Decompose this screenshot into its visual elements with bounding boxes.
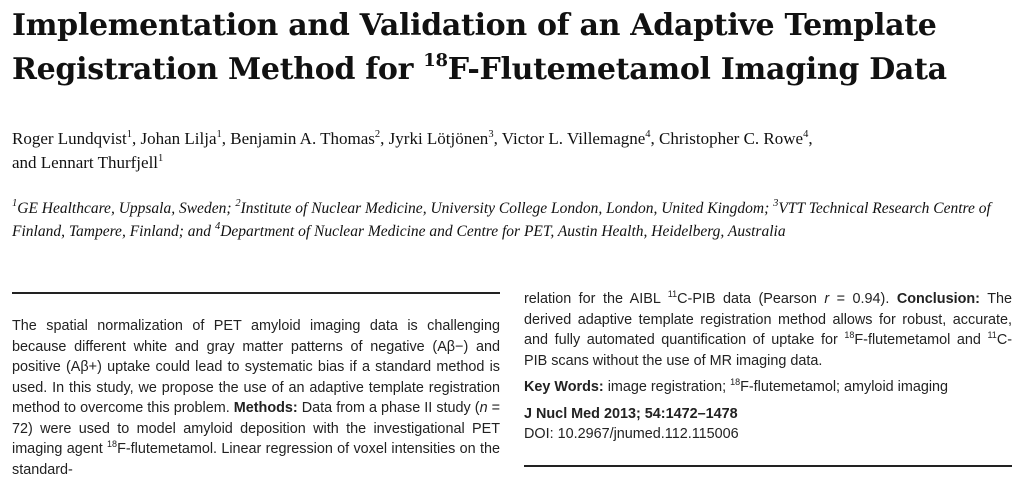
keywords-label: Key Words: (524, 379, 604, 395)
author-list: Roger Lundqvist1, Johan Lilja1, Benjamin… (12, 129, 813, 172)
title-line-2: Registration Method for 18F-Flutemetamol… (12, 50, 947, 88)
journal-citation: J Nucl Med 2013; 54:1472–1478 (524, 405, 738, 422)
title-line-1: Implementation and Validation of an Adap… (12, 8, 937, 43)
author-name: Jyrki Lötjönen (388, 129, 489, 148)
doi[interactable]: DOI: 10.2967/jnumed.112.115006 (524, 426, 739, 442)
conclusion-label: Conclusion: (896, 291, 980, 307)
author-name: Christopher C. Rowe (659, 129, 804, 148)
abstract-continuation: relation for the AIBL 11C-PIB data (Pear… (524, 289, 1012, 369)
affiliation-text: VTT Technical Research Centre of Finland… (12, 200, 991, 240)
affiliations: 1GE Healthcare, Uppsala, Sweden; 2Instit… (12, 198, 991, 240)
divider-rule (12, 292, 500, 294)
author-name: Benjamin A. Thomas (230, 129, 375, 148)
keywords: Key Words: image registration; 18F-flute… (524, 377, 949, 396)
affiliation-text: GE Healthcare, Uppsala, Sweden; (17, 200, 236, 217)
methods-label: Methods: (233, 400, 298, 416)
abstract-column-left: The spatial normalization of PET amyloid… (12, 316, 500, 480)
affiliation-text: Institute of Nuclear Medicine, Universit… (240, 200, 774, 217)
author-name: Johan Lilja (140, 129, 217, 148)
paper-title: Implementation and Validation of an Adap… (12, 4, 1012, 92)
abstract-paragraph: The spatial normalization of PET amyloid… (12, 318, 501, 478)
author-name: Roger Lundqvist (12, 129, 127, 148)
author-name: Lennart Thurfjell (40, 153, 159, 172)
divider-rule (524, 465, 1012, 467)
author-name: Victor L. Villemagne (501, 129, 646, 148)
abstract-column-right: relation for the AIBL 11C-PIB data (Pear… (524, 289, 1012, 445)
affiliation-text: Department of Nuclear Medicine and Centr… (220, 222, 786, 240)
